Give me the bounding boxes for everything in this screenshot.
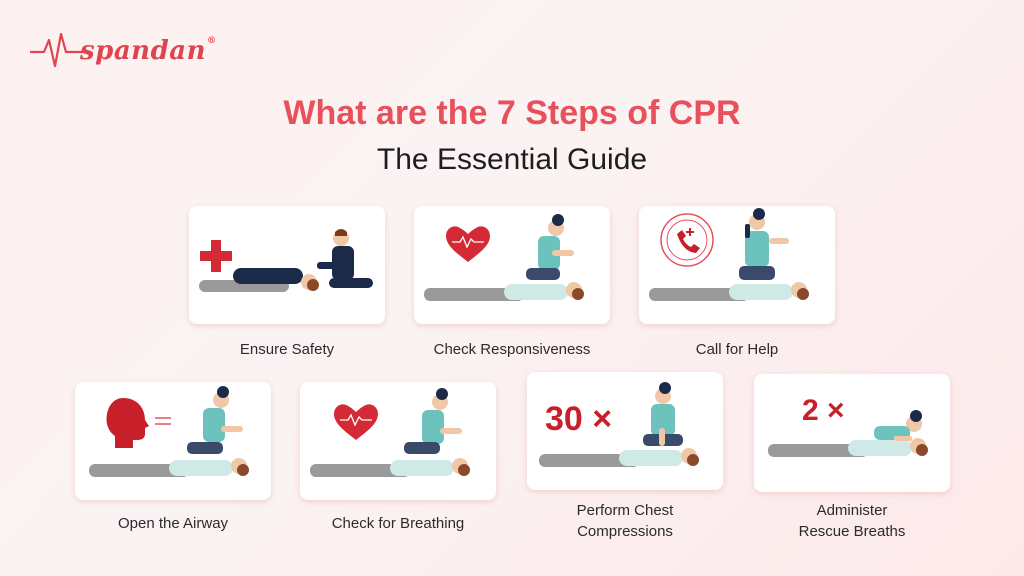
lying-patient-illustration [539,448,699,467]
step-label: Check Responsiveness [433,341,591,358]
brand-wordmark: spandan® [80,36,217,66]
lying-patient-illustration [310,458,470,477]
nurse-on-phone-illustration [739,208,789,280]
step-card-ensure-safety [189,206,385,324]
step-card-call-for-help [639,206,835,324]
page-title: What are the 7 Steps of CPR [283,94,741,132]
lying-patient-illustration [649,282,809,301]
step-label: Open the Airway [117,515,229,532]
page-subtitle: The Essential Guide [376,143,648,176]
step-label: Ensure Safety [239,341,335,358]
step-label: Check for Breathing [331,515,465,532]
nurse-responder-illustration [187,386,243,454]
heartbeat-icon [30,32,86,68]
step-card-rescue-breaths: 2 × [754,374,950,492]
step-label: Administer Rescue Breaths [798,502,906,540]
step-label: Perform Chest Compressions [576,502,674,540]
nurse-compressing-illustration [643,382,683,446]
lying-patient-illustration [424,282,584,301]
count-badge: 2 × [802,394,845,427]
red-cross-icon [200,240,232,272]
nurse-rescue-breath-illustration [874,410,922,441]
lying-patient-illustration [768,438,928,457]
head-airway-icon [106,398,171,448]
step-label: Call for Help [695,341,779,358]
nurse-responder-illustration [404,388,462,454]
heart-icon [334,404,378,440]
step-card-check-responsiveness [414,206,610,324]
step-card-chest-compressions: 30 × [527,372,723,490]
lying-patient-illustration [89,458,249,477]
kneeling-responder-illustration [317,229,373,288]
phone-call-icon [660,213,714,267]
step-card-open-airway [75,382,271,500]
heart-icon [446,226,490,262]
nurse-responder-illustration [526,214,574,280]
brand-logo: spandan® [30,30,216,78]
lying-person-illustration [199,268,319,292]
count-badge: 30 × [545,400,612,438]
step-card-check-breathing [300,382,496,500]
